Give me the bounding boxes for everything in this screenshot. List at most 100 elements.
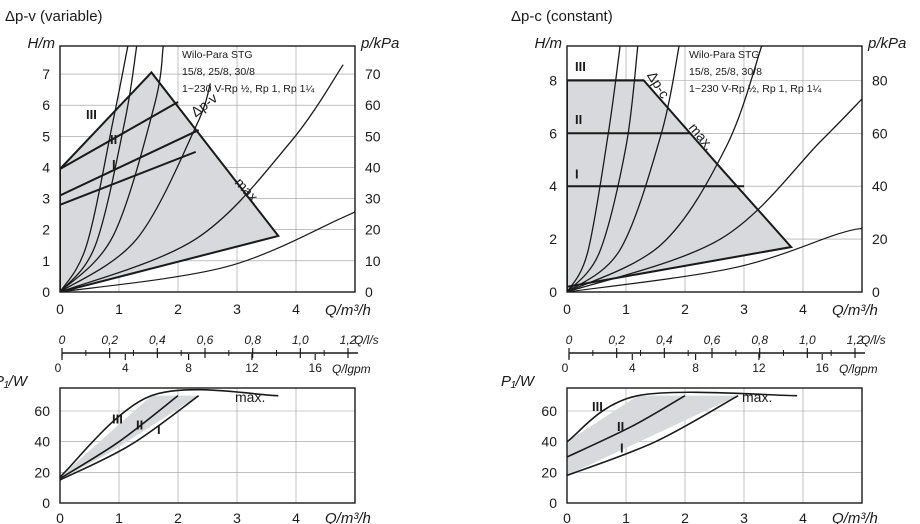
left-speed-line-II [60, 129, 200, 197]
left-speed-line-I [60, 150, 197, 206]
right-pow-y-tick: 60 [541, 403, 557, 419]
left-main-x-tick: 1 [115, 301, 123, 317]
left-main-x-tick: 2 [174, 301, 182, 317]
left-system-curve [60, 83, 212, 292]
right-product-line: 1~230 V-Rp ½, Rp 1, Rp 1¼ [689, 83, 821, 95]
right-main-xlabel: Q/m³/h [832, 302, 878, 319]
left-ls-tick: 0,4 [149, 333, 166, 347]
right-main-x-tick: 1 [622, 301, 630, 317]
left-pow-x-tick: 2 [174, 510, 182, 524]
left-pow-speed-label-I: I [157, 422, 161, 437]
left-main-y-tick-right: 20 [365, 222, 381, 238]
left-main-y-tick-left: 6 [42, 97, 50, 113]
right-pow-y-tick: 40 [541, 434, 557, 450]
right-speed-label-III: III [575, 59, 586, 74]
right-power-line-I [567, 394, 739, 477]
left-pow-y-tick: 20 [34, 464, 50, 480]
left-product-line: 1~230 V-Rp ½, Rp 1, Rp 1¼ [182, 83, 314, 95]
left-operating-envelope [60, 70, 281, 292]
right-gpm-tick: 0 [562, 361, 569, 375]
right-gpm-tick: 8 [692, 361, 699, 375]
left-gpm-tick: 16 [309, 361, 323, 375]
left-pow-speed-label-III: III [112, 411, 123, 426]
left-ls-label: Q/l/s [354, 333, 379, 347]
left-system-curve [60, 46, 138, 292]
left-pow-x-tick: 0 [56, 510, 64, 524]
right-pow-x-tick: 0 [563, 510, 571, 524]
left-gpm-tick: 4 [122, 361, 129, 375]
right-ls-tick: 1,2 [847, 333, 864, 347]
left-power-envelope [60, 395, 199, 480]
right-product-line: 15/8, 25/8, 30/8 [689, 66, 762, 78]
left-pow-max-label: max. [235, 389, 265, 405]
right-ls-tick: 1,0 [799, 333, 816, 347]
right-system-curve [567, 46, 763, 292]
left-system-curve [60, 46, 129, 292]
right-main-y-tick-right: 20 [872, 231, 888, 247]
right-pow-speed-label-III: III [592, 399, 603, 414]
left-main-y-tick-left: 3 [42, 191, 50, 207]
right-chart-title: Δp-c (constant) [511, 8, 613, 25]
right-speed-label-II: II [575, 112, 582, 127]
left-pow-y-tick: 40 [34, 434, 50, 450]
right-ls-tick: 0 [566, 333, 573, 347]
right-speed-label-I: I [575, 166, 579, 181]
left-main-y-tick-right: 50 [365, 128, 381, 144]
left-ls-tick: 0,2 [101, 333, 118, 347]
left-main-frame [59, 45, 356, 293]
left-speed-label-II: II [110, 132, 117, 147]
right-product-line: Wilo-Para STG [689, 49, 760, 61]
right-power-envelope [567, 395, 739, 476]
right-pow-x-tick: 4 [799, 510, 807, 524]
left-main-y-tick-right: 60 [365, 97, 381, 113]
left-main-xlabel: Q/m³/h [325, 302, 371, 319]
left-main-ylabel-right: p/kPa [360, 35, 399, 52]
left-speed-line-III [60, 101, 179, 170]
right-gpm-tick: 4 [629, 361, 636, 375]
right-main-y-tick-left: 2 [549, 231, 557, 247]
right-main-y-tick-left: 6 [549, 125, 557, 141]
right-pow-y-tick: 20 [541, 464, 557, 480]
right-gpm-tick: 16 [816, 361, 830, 375]
right-main-y-tick-right: 60 [872, 125, 888, 141]
left-pow-frame [59, 387, 356, 504]
left-pow-y-tick: 0 [42, 495, 50, 511]
right-main-ylabel-right: p/kPa [867, 35, 906, 52]
right-pow-y-tick: 0 [549, 495, 557, 511]
right-main-y-tick-left: 0 [549, 284, 557, 300]
left-main-x-tick: 3 [233, 301, 241, 317]
right-main-x-tick: 2 [681, 301, 689, 317]
left-power-line-I [60, 395, 200, 481]
left-product-line: Wilo-Para STG [182, 49, 253, 61]
right-main-ylabel-left: H/m [535, 35, 563, 52]
left-gpm-tick: 8 [185, 361, 192, 375]
left-main-ylabel-left: H/m [28, 35, 56, 52]
right-pow-x-tick: 1 [622, 510, 630, 524]
right-pow-max-label: max. [742, 389, 772, 405]
right-main-x-tick: 0 [563, 301, 571, 317]
left-power-line-III [60, 388, 279, 478]
right-system-curve [567, 46, 680, 292]
left-ls-tick: 0,6 [197, 333, 214, 347]
left-main-x-tick: 0 [56, 301, 64, 317]
left-main-y-tick-left: 0 [42, 284, 50, 300]
left-main-y-tick-left: 4 [42, 159, 50, 175]
left-speed-label-I: I [112, 157, 116, 172]
left-main-y-tick-right: 30 [365, 191, 381, 207]
left-main-y-tick-right: 10 [365, 253, 381, 269]
right-system-curve [567, 227, 862, 292]
left-main-y-tick-left: 7 [42, 66, 50, 82]
left-main-x-tick: 4 [292, 301, 300, 317]
right-pow-speed-label-I: I [620, 440, 624, 455]
left-main-y-tick-left: 2 [42, 222, 50, 238]
left-pow-x-tick: 3 [233, 510, 241, 524]
right-power-line-II [567, 394, 686, 458]
left-pow-xlabel: Q/m³/h [325, 510, 371, 524]
right-ls-tick: 0,4 [656, 333, 673, 347]
right-gpm-tick: 12 [752, 361, 766, 375]
right-pow-speed-label-II: II [617, 419, 624, 434]
right-main-y-tick-right: 0 [872, 284, 880, 300]
left-ls-tick: 0 [59, 333, 66, 347]
left-ls-tick: 1,2 [340, 333, 357, 347]
right-pow-x-tick: 2 [681, 510, 689, 524]
